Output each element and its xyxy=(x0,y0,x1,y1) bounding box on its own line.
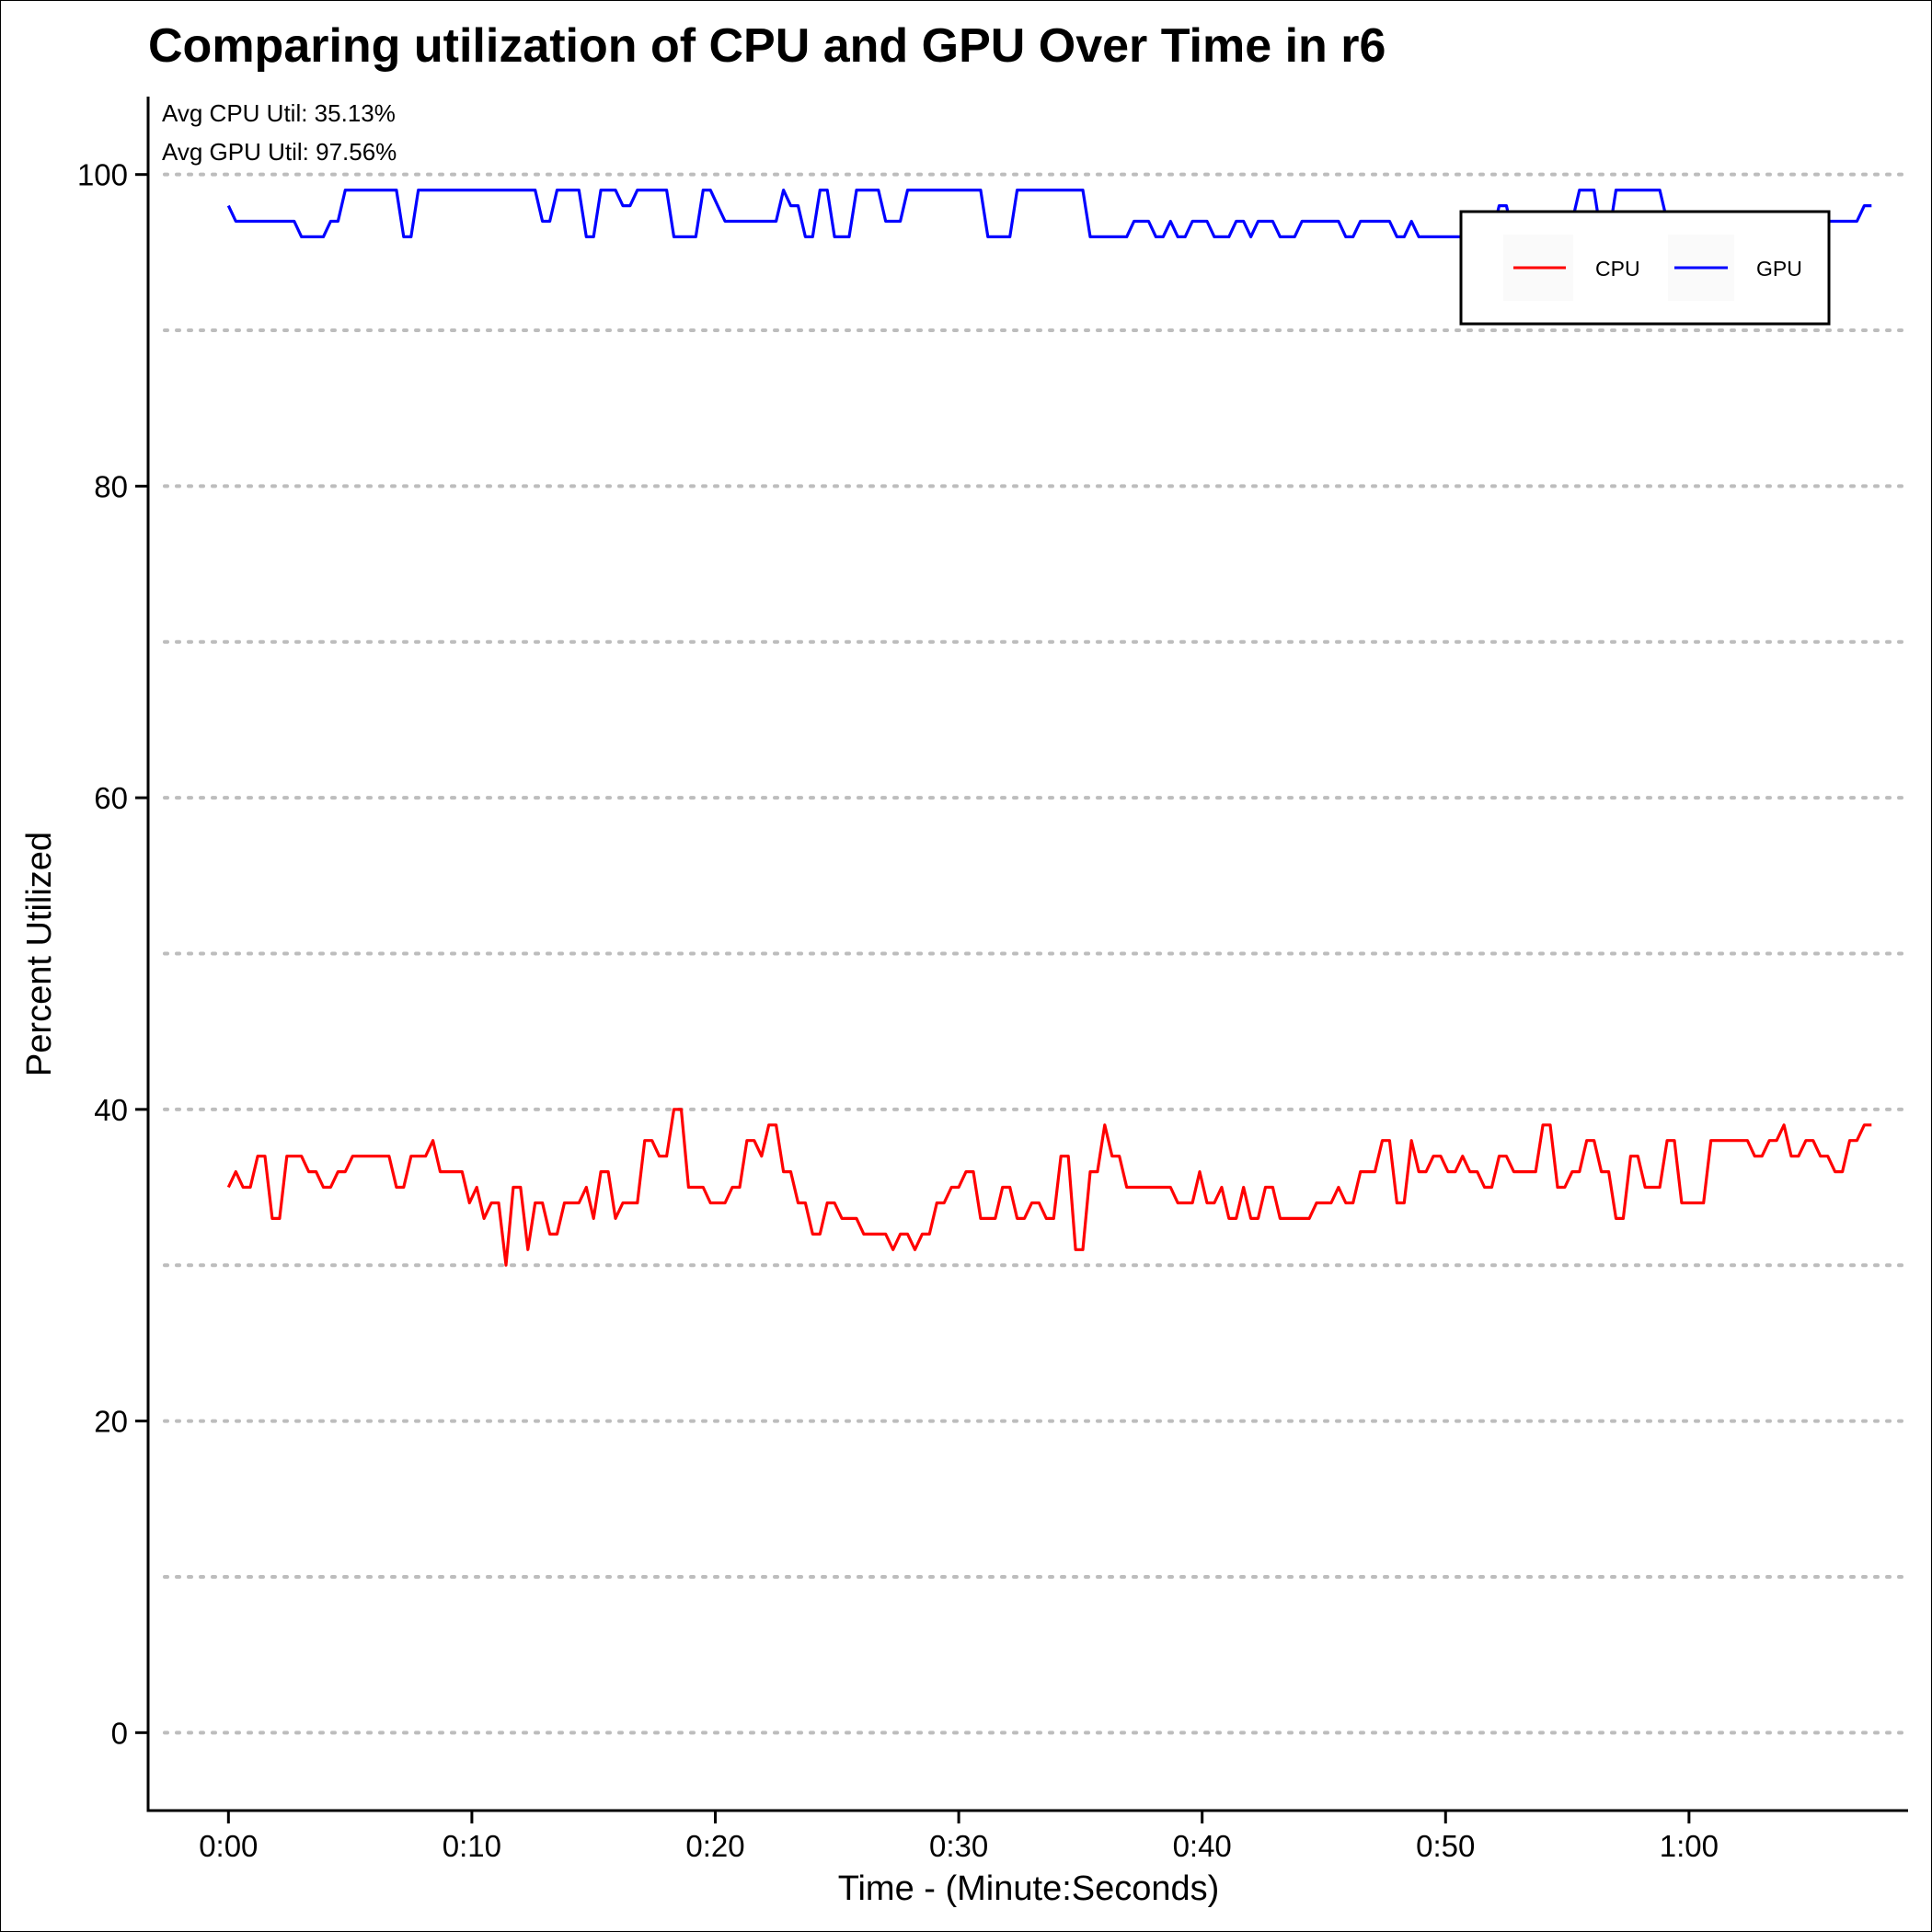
y-axis-ticks: 0 20 40 60 80 100 xyxy=(77,158,148,1750)
x-tick-label: 0:50 xyxy=(1416,1829,1475,1863)
legend-label-cpu: CPU xyxy=(1595,257,1640,281)
x-tick-label: 0:30 xyxy=(929,1829,988,1863)
avg-cpu-annotation: Avg CPU Util: 35.13% xyxy=(162,99,396,127)
y-tick-label: 80 xyxy=(94,469,128,503)
legend-label-gpu: GPU xyxy=(1756,257,1802,281)
series-line-cpu xyxy=(226,1108,1872,1267)
x-tick-label: 0:40 xyxy=(1173,1829,1232,1863)
y-tick-label: 60 xyxy=(94,781,128,815)
x-axis-ticks: 0:00 0:10 0:20 0:30 0:40 0:50 1:00 xyxy=(199,1811,1719,1863)
y-tick-label: 100 xyxy=(77,158,128,192)
x-tick-label: 0:20 xyxy=(685,1829,744,1863)
x-axis-label: Time - (Minute:Seconds) xyxy=(838,1869,1220,1908)
series-lines xyxy=(226,189,1872,1267)
x-tick-label: 0:00 xyxy=(199,1829,258,1863)
x-tick-label: 0:10 xyxy=(443,1829,501,1863)
grid-lines xyxy=(163,172,1910,1735)
y-tick-label: 40 xyxy=(94,1093,128,1127)
x-tick-label: 1:00 xyxy=(1660,1829,1719,1863)
legend: CPU GPU xyxy=(1459,210,1831,326)
y-tick-label: 0 xyxy=(111,1716,128,1750)
y-tick-label: 20 xyxy=(94,1405,128,1439)
avg-gpu-annotation: Avg GPU Util: 97.56% xyxy=(162,138,397,166)
chart-title: Comparing utilization of CPU and GPU Ove… xyxy=(148,19,1386,73)
y-axis-label: Percent Utilized xyxy=(20,832,59,1076)
